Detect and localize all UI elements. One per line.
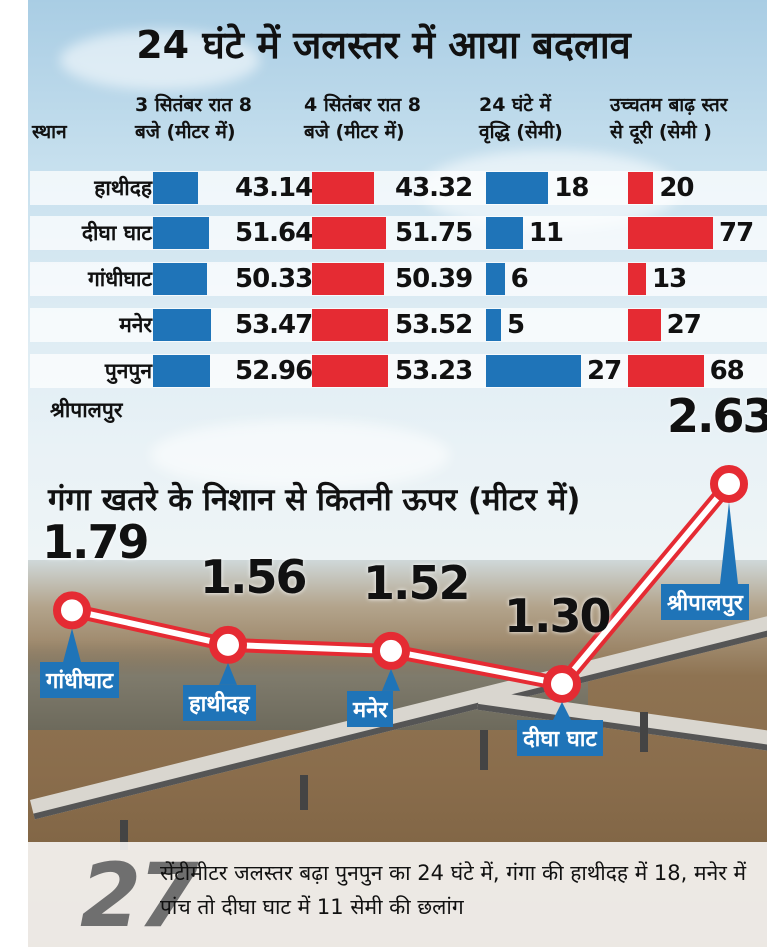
bar-value-label: 20 [659, 173, 694, 203]
point-value-label: 1.52 [363, 555, 470, 610]
point-category-tag: श्रीपालपुर [661, 584, 749, 620]
col-header-distance: उच्चतम बाढ़ स्तर से दूरी (सेमी ) [610, 94, 728, 143]
bar-mark [153, 217, 209, 249]
bar-value-label: 50.39 [395, 264, 473, 294]
bar-value-label: 43.14 [235, 173, 313, 203]
tag-pointer [382, 668, 400, 691]
bar-value-label: 53.23 [395, 356, 473, 386]
bridge-pillar [640, 712, 648, 752]
bottom-caption: सेंटीमीटर जलस्तर बढ़ा पुनपुन का 24 घंटे … [160, 861, 747, 919]
bar-value-label: 52.96 [235, 356, 313, 386]
col-header-sep3: 3 सितंबर रात 8 बजे (मीटर में) [135, 94, 253, 143]
bar-value-label: 51.64 [235, 218, 313, 248]
bar-value-label: 53.52 [395, 310, 473, 340]
bar-mark [628, 263, 646, 295]
bar-mark [486, 309, 501, 341]
point-value-label: 1.79 [42, 515, 149, 570]
cloud [150, 420, 450, 490]
bar-mark [628, 355, 704, 387]
point-value-label: 2.63 [667, 389, 767, 443]
bar-value-label: 77 [719, 218, 754, 248]
point-category-tag: दीघा घाट [517, 720, 603, 756]
bar-mark [312, 309, 388, 341]
bar-mark [486, 263, 505, 295]
bar-value-label: 27 [587, 356, 622, 386]
row-place-label: पुनपुन [104, 359, 152, 383]
bar-value-label: 51.75 [395, 218, 473, 248]
col-header-rise: 24 घंटे में वृद्धि (सेमी) [479, 94, 563, 143]
point-category-tag: हाथीदह [183, 684, 256, 721]
point-category-tag: मनेर [347, 690, 394, 727]
bar-mark [628, 217, 713, 249]
line-chart-title: गंगा खतरे के निशान से कितनी ऊपर (मीटर मे… [48, 482, 581, 518]
data-point [53, 591, 91, 630]
bar-value-label: 43.32 [395, 173, 473, 203]
bar-value-label: 68 [709, 356, 745, 386]
highlight-number: 27 [80, 844, 198, 947]
bar-mark [486, 217, 523, 249]
bar-value-label: 18 [554, 173, 589, 203]
bar-mark [312, 263, 384, 295]
bar-mark [312, 355, 388, 387]
row-place-label: मनेर [119, 313, 152, 337]
bridge-pillar [120, 820, 128, 850]
row-place-label: दीघा घाट [81, 221, 152, 245]
tag-pointer [720, 502, 738, 584]
data-point [543, 665, 581, 703]
bar-mark [486, 172, 549, 204]
data-point [372, 631, 410, 670]
tag-pointer [219, 662, 237, 685]
point-category-tag: गांधीघाट [40, 662, 120, 699]
bar-value-label: 13 [652, 264, 687, 294]
bar-mark [312, 217, 386, 249]
bar-value-label: 6 [510, 264, 529, 294]
bar-mark [153, 263, 208, 295]
bar-mark [628, 172, 654, 204]
bar-mark [153, 309, 211, 341]
bridge-pillar [300, 775, 308, 810]
data-point [209, 625, 247, 664]
row-place-label: हाथीदह [94, 176, 152, 200]
col-header-sep4: 4 सितंबर रात 8 बजे (मीटर में) [304, 94, 422, 143]
place-header: स्थान [32, 121, 67, 143]
bar-value-label: 53.47 [235, 310, 313, 340]
data-point [710, 465, 748, 503]
point-value-label: 1.56 [200, 549, 307, 604]
bar-mark [312, 172, 374, 204]
bar-mark [628, 309, 661, 341]
bridge-pillar [480, 730, 488, 770]
point-value-label: 1.30 [504, 589, 611, 643]
bar-value-label: 27 [666, 310, 702, 340]
tag-pointer [63, 628, 81, 663]
bottom-caption-box [28, 842, 767, 947]
bar-mark [486, 355, 581, 387]
bar-value-label: 5 [507, 310, 525, 340]
tag-pointer [553, 702, 571, 720]
row-place-label: गांधीघाट [87, 267, 152, 291]
cloud [60, 30, 260, 90]
bar-value-label: 50.33 [235, 264, 313, 294]
bar-mark [153, 172, 198, 204]
bar-mark [153, 355, 211, 387]
page-title: 24 घंटे में जलस्तर में आया बदलाव [136, 23, 631, 67]
bar-value-label: 11 [528, 218, 564, 248]
extra-place-label: श्रीपालपुर [50, 398, 123, 422]
